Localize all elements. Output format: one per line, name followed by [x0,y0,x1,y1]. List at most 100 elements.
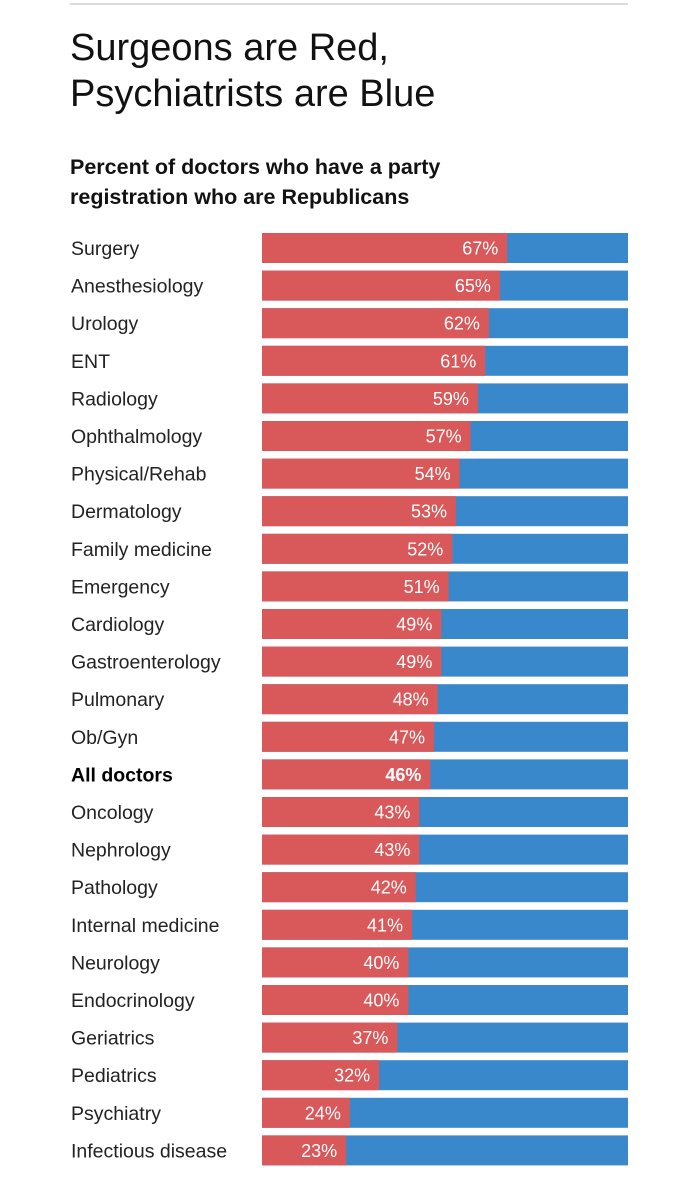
republican-bar [262,1060,380,1091]
category-label: Dermatology [71,501,182,523]
category-label: Physical/Rehab [71,464,207,486]
category-label: Psychiatry [71,1103,161,1125]
category-label: Cardiology [71,614,164,636]
bar-row: Cardiology 49% [71,609,628,639]
category-label: Infectious disease [71,1140,227,1162]
republican-bar [262,458,460,489]
republican-bar [262,233,508,263]
republican-bar [262,646,442,677]
value-label: 67% [462,239,498,259]
value-label: 52% [407,539,443,559]
category-label: ENT [71,351,110,373]
category-label: Ophthalmology [71,426,202,448]
category-label: Geriatrics [71,1028,155,1050]
bar-row: Infectious disease 23% [71,1135,628,1166]
value-label: 51% [404,577,440,597]
chart-subtitle: Percent of doctors who have a party regi… [70,155,441,209]
category-label: Ob/Gyn [71,727,138,749]
category-label: Anesthesiology [71,276,204,298]
bar-row: Neurology 40% [71,947,628,978]
republican-bar [262,421,471,451]
category-label: Radiology [71,388,158,410]
value-label: 40% [363,991,399,1011]
bar-row: Pathology 42% [71,872,628,903]
bar-row: ENT 61% [71,345,628,376]
bar-row: All doctors 46% [71,759,628,790]
republican-bar [262,1022,398,1053]
category-label: Emergency [71,576,170,598]
value-label: 61% [440,351,476,371]
bar-row: Internal medicine 41% [71,909,628,940]
category-label: Surgery [71,238,140,260]
republican-bar [262,797,420,827]
category-label: All doctors [71,764,173,786]
value-label: 42% [371,878,407,898]
bar-row: Surgery 67% [71,233,628,263]
republican-bar [262,1097,350,1128]
republican-bar [262,721,435,752]
value-label: 24% [305,1103,341,1123]
value-label: 47% [389,727,425,747]
category-label: Urology [71,313,138,335]
category-label: Gastroenterology [71,652,221,674]
republican-bar [262,609,442,639]
republican-bar [262,947,409,978]
top-divider [70,3,628,5]
chart-title: Surgeons are Red, Psychiatrists are Blue [70,27,436,115]
bar-row: Urology 62% [71,308,628,339]
republican-bar [262,571,449,602]
republican-bar [262,496,456,527]
category-label: Pediatrics [71,1065,157,1087]
bar-row: Ophthalmology 57% [71,421,628,451]
value-label: 41% [367,915,403,935]
category-label: Oncology [71,802,154,824]
bar-row: Ob/Gyn 47% [71,721,628,752]
category-label: Endocrinology [71,990,195,1012]
bar-row: Oncology 43% [71,797,628,827]
value-label: 62% [444,314,480,334]
republican-bar [262,383,478,414]
bar-row: Gastroenterology 49% [71,646,628,677]
bar-row: Pediatrics 32% [71,1060,628,1091]
bar-row: Psychiatry 24% [71,1097,628,1128]
value-label: 43% [374,803,410,823]
republican-bar [262,872,416,903]
republican-bar [262,1135,347,1166]
republican-bar [262,684,438,715]
category-label: Pulmonary [71,689,164,711]
value-label: 65% [455,276,491,296]
bar-row: Endocrinology 40% [71,985,628,1015]
category-label: Pathology [71,877,158,899]
republican-bar [262,985,409,1015]
category-label: Neurology [71,952,160,974]
bar-row: Dermatology 53% [71,496,628,527]
bar-row: Anesthesiology 65% [71,270,628,301]
republican-bar [262,308,489,339]
republican-bar [262,270,500,301]
value-label: 32% [334,1066,370,1086]
bar-row: Pulmonary 48% [71,684,628,715]
republican-bar [262,834,420,865]
value-label: 46% [385,765,421,785]
bar-row: Geriatrics 37% [71,1022,628,1053]
value-label: 49% [396,615,432,635]
value-label: 48% [393,690,429,710]
value-label: 59% [433,389,469,409]
value-label: 40% [363,953,399,973]
category-label: Family medicine [71,539,212,561]
republican-bar [262,345,486,376]
category-label: Internal medicine [71,915,220,937]
republican-bar [262,909,413,940]
republican-bar [262,533,453,564]
value-label: 43% [374,840,410,860]
value-label: 23% [301,1141,337,1161]
category-label: Nephrology [71,840,171,862]
value-label: 53% [411,502,447,522]
bar-row: Nephrology 43% [71,834,628,865]
value-label: 49% [396,652,432,672]
bar-row: Family medicine 52% [71,533,628,564]
republican-bar [262,759,431,790]
bar-row: Physical/Rehab 54% [71,458,628,489]
bar-row: Radiology 59% [71,383,628,414]
